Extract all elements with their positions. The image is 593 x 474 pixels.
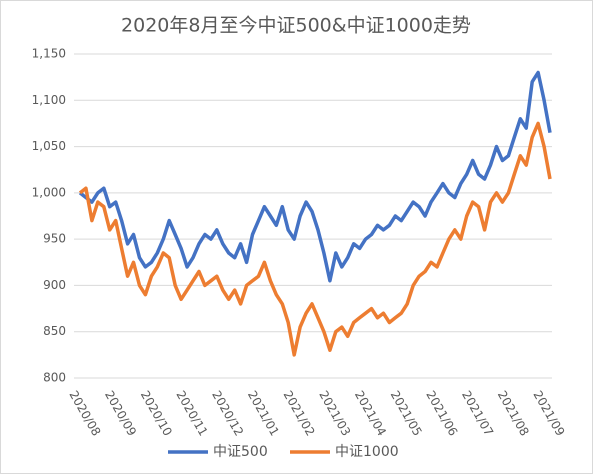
- legend-label: 中证1000: [335, 444, 399, 460]
- y-tick-label: 950: [43, 232, 66, 246]
- series-line: [78, 121, 552, 357]
- y-tick-label: 800: [43, 371, 66, 385]
- y-tick-label: 1,050: [32, 139, 66, 153]
- y-tick-label: 900: [43, 278, 66, 292]
- series-line: [78, 70, 552, 283]
- y-tick-label: 1,100: [32, 93, 66, 107]
- chart-title: 2020年8月至今中证500&中证1000走势: [121, 15, 471, 37]
- y-tick-label: 1,150: [32, 47, 66, 61]
- legend-label: 中证500: [213, 444, 268, 460]
- y-tick-label: 1,000: [32, 185, 66, 199]
- y-tick-label: 850: [43, 324, 66, 338]
